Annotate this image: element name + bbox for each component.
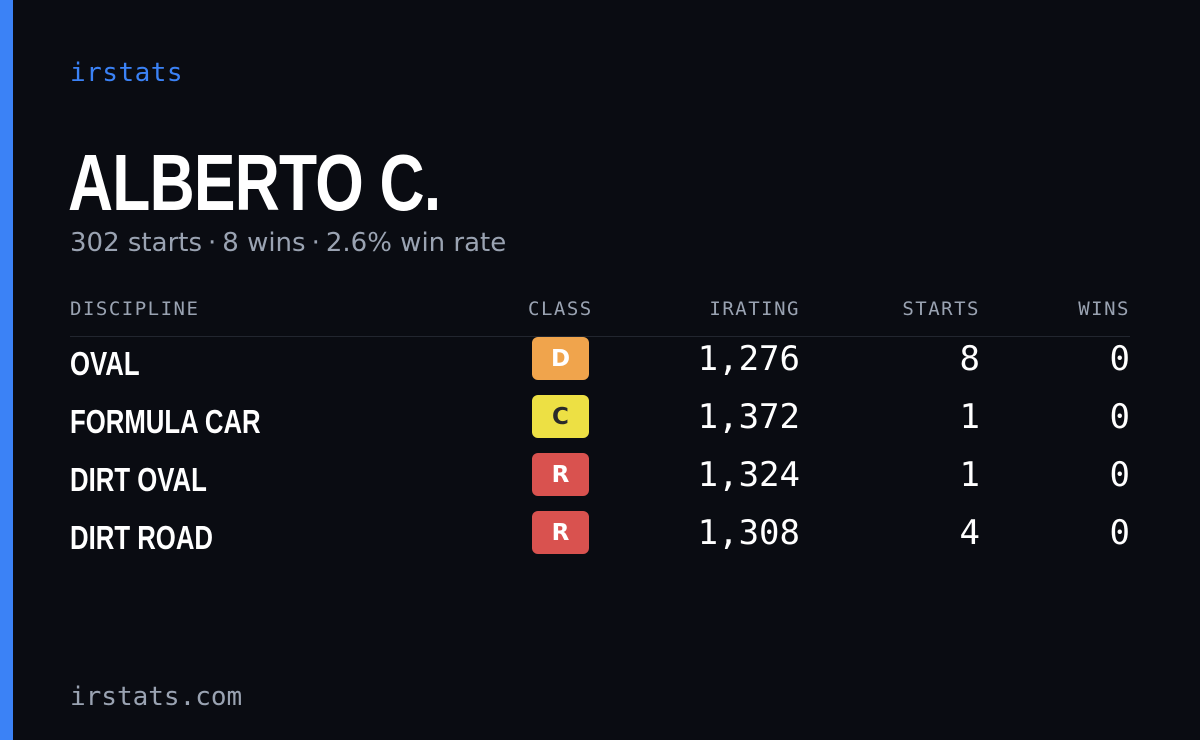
row-starts: 4: [959, 513, 980, 553]
footer-url: irstats.com: [70, 682, 243, 712]
row-discipline: FORMULA CAR: [70, 403, 261, 440]
class-badge: R: [532, 453, 589, 496]
header-starts: STARTS: [902, 298, 980, 320]
header-wins: WINS: [1078, 298, 1130, 320]
row-discipline: OVAL: [70, 345, 140, 382]
class-badge: C: [532, 395, 589, 438]
row-irating: 1,372: [697, 397, 800, 437]
class-badge: R: [532, 511, 589, 554]
discipline-table: DISCIPLINE CLASS IRATING STARTS WINS OVA…: [70, 298, 1130, 569]
row-irating: 1,276: [697, 339, 800, 379]
summary-separator: ·: [311, 228, 320, 258]
row-starts: 1: [959, 397, 980, 437]
row-irating: 1,308: [697, 513, 800, 553]
header-class: CLASS: [528, 298, 593, 320]
summary-win-rate: 2.6% win rate: [325, 228, 507, 258]
class-badge: D: [532, 337, 589, 380]
table-row: DIRT OVAL R 1,324 1 0: [70, 453, 1130, 511]
row-irating: 1,324: [697, 455, 800, 495]
accent-bar: [0, 0, 13, 740]
row-wins: 0: [1109, 397, 1130, 437]
table-row: FORMULA CAR C 1,372 1 0: [70, 395, 1130, 453]
row-wins: 0: [1109, 339, 1130, 379]
row-starts: 1: [959, 455, 980, 495]
summary-starts: 302 starts: [70, 228, 202, 258]
table-header: DISCIPLINE CLASS IRATING STARTS WINS: [70, 298, 1130, 337]
table-row: DIRT ROAD R 1,308 4 0: [70, 511, 1130, 569]
summary-separator: ·: [208, 228, 217, 258]
row-wins: 0: [1109, 455, 1130, 495]
summary-wins: 8 wins: [222, 228, 306, 258]
header-discipline: DISCIPLINE: [70, 298, 200, 320]
row-wins: 0: [1109, 513, 1130, 553]
row-discipline: DIRT ROAD: [70, 519, 213, 556]
driver-name: ALBERTO C.: [68, 138, 441, 227]
table-row: OVAL D 1,276 8 0: [70, 337, 1130, 395]
brand-logo: irstats: [70, 58, 184, 88]
row-discipline: DIRT OVAL: [70, 461, 207, 498]
header-irating: IRATING: [709, 298, 800, 320]
driver-summary: 302 starts · 8 wins · 2.6% win rate: [70, 228, 506, 258]
row-starts: 8: [959, 339, 980, 379]
